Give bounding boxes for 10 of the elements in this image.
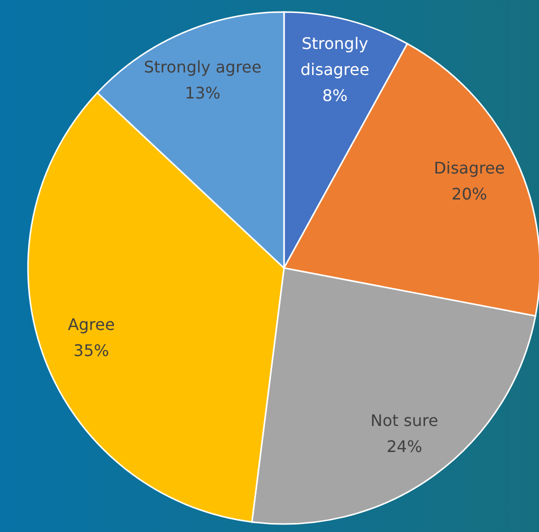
slice-label: Disagree <box>434 158 505 178</box>
slice-label: Strongly agree <box>144 58 262 77</box>
data-label: 20% <box>452 184 488 204</box>
data-label: 35% <box>74 340 110 360</box>
slice-label: Not sure <box>370 411 438 430</box>
slice-label: Agree <box>68 314 115 334</box>
data-label: 24% <box>386 437 422 456</box>
slice-label: Strongly disagree <box>300 34 370 80</box>
data-label: 8% <box>322 86 348 106</box>
data-label: 13% <box>184 84 220 103</box>
